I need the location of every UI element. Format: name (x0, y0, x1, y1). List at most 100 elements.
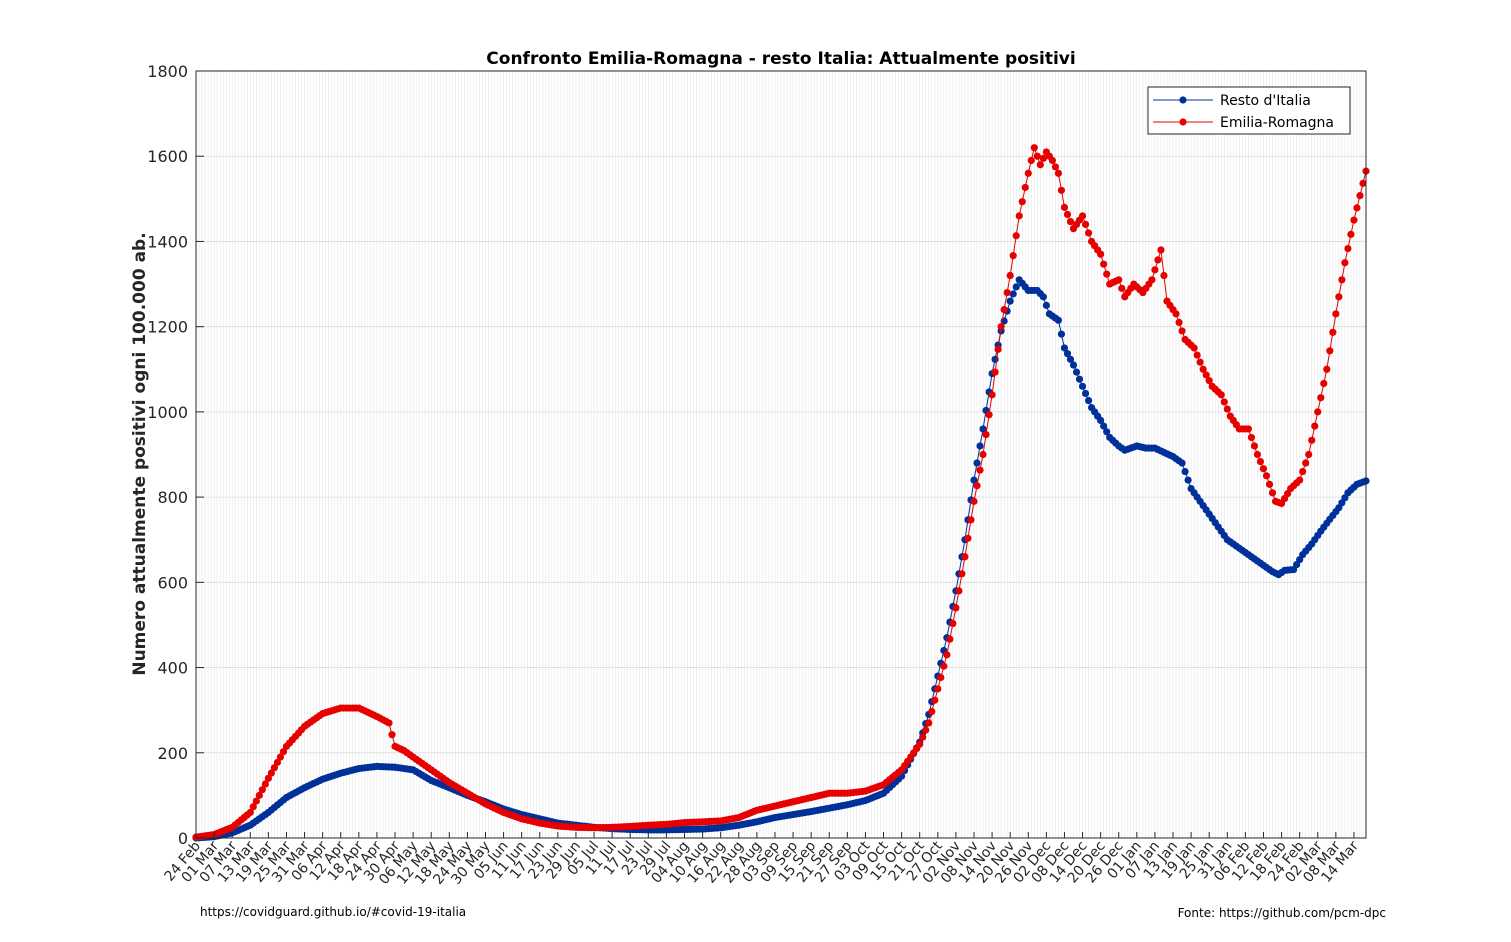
data-point-emilia-romagna (1018, 198, 1026, 206)
data-point-resto-d-italia (976, 442, 984, 450)
data-point-emilia-romagna (1115, 276, 1123, 284)
data-point-emilia-romagna (961, 553, 969, 561)
data-point-resto-d-italia (1060, 344, 1069, 352)
data-point-resto-d-italia (1178, 459, 1186, 467)
data-point-emilia-romagna (1030, 144, 1038, 152)
data-point-emilia-romagna (991, 368, 999, 376)
data-point-resto-d-italia (1081, 389, 1090, 398)
data-point-emilia-romagna (261, 780, 269, 788)
data-point-emilia-romagna (976, 466, 984, 474)
data-point-resto-d-italia (1009, 290, 1017, 298)
data-point-resto-d-italia (970, 476, 978, 484)
data-point-emilia-romagna (1157, 246, 1165, 254)
y-tick-label: 1800 (147, 62, 188, 81)
data-point-emilia-romagna (1317, 394, 1325, 402)
footer-data-source: Fonte: https://github.com/pcm-dpc (1177, 906, 1386, 920)
series-emilia-romagna (192, 144, 1370, 841)
data-point-emilia-romagna (949, 619, 957, 628)
data-point-resto-d-italia (1042, 301, 1050, 309)
data-point-emilia-romagna (258, 786, 266, 794)
data-point-emilia-romagna (1338, 276, 1346, 284)
data-point-emilia-romagna (1036, 161, 1044, 169)
axes-frame (195, 70, 1367, 839)
data-point-emilia-romagna (940, 662, 948, 670)
data-point-emilia-romagna (934, 685, 942, 693)
legend-marker-emilia-romagna (1179, 118, 1187, 126)
data-point-emilia-romagna (1199, 365, 1207, 373)
data-point-emilia-romagna (970, 497, 978, 505)
data-point-emilia-romagna (1332, 310, 1340, 318)
data-point-emilia-romagna (1353, 204, 1361, 212)
data-point-emilia-romagna (385, 719, 393, 727)
data-point-emilia-romagna (1103, 270, 1111, 278)
data-point-emilia-romagna (276, 753, 285, 761)
data-point-emilia-romagna (943, 651, 951, 659)
y-tick-label: 1200 (147, 318, 188, 337)
data-point-emilia-romagna (1344, 244, 1352, 253)
data-point-emilia-romagna (1196, 358, 1204, 366)
data-point-emilia-romagna (937, 673, 945, 682)
data-point-emilia-romagna (1311, 422, 1319, 430)
data-point-emilia-romagna (931, 696, 939, 704)
data-point-emilia-romagna (1193, 351, 1201, 359)
data-point-emilia-romagna (1003, 288, 1011, 297)
data-point-emilia-romagna (1097, 250, 1105, 258)
data-point-emilia-romagna (1217, 391, 1225, 399)
data-point-emilia-romagna (1066, 217, 1075, 226)
data-point-resto-d-italia (1103, 428, 1111, 436)
y-tick-label: 200 (157, 744, 188, 763)
data-point-emilia-romagna (1262, 472, 1271, 480)
y-tick-label: 800 (157, 488, 188, 507)
data-point-emilia-romagna (964, 534, 972, 542)
chart-title: Confronto Emilia-Romagna - resto Italia:… (486, 49, 1075, 69)
data-point-resto-d-italia (1006, 297, 1014, 305)
data-point-emilia-romagna (988, 391, 996, 399)
data-point-resto-d-italia (1072, 368, 1081, 376)
data-point-emilia-romagna (1205, 377, 1213, 385)
data-point-emilia-romagna (1329, 328, 1337, 336)
data-point-resto-d-italia (1012, 283, 1020, 291)
plot-area (192, 70, 1370, 842)
data-point-resto-d-italia (1084, 396, 1093, 405)
legend-label-emilia-romagna: Emilia-Romagna (1220, 115, 1334, 131)
y-tick-label: 0 (178, 829, 188, 848)
data-point-emilia-romagna (1202, 371, 1210, 379)
data-point-emilia-romagna (1175, 318, 1183, 327)
data-point-resto-d-italia (1078, 382, 1087, 390)
data-point-emilia-romagna (1350, 216, 1358, 224)
y-axis-label: Numero attualmente positivi ogni 100.000… (130, 232, 150, 675)
data-point-resto-d-italia (1066, 355, 1075, 363)
data-point-emilia-romagna (1244, 425, 1252, 433)
data-point-emilia-romagna (1356, 192, 1364, 200)
y-tick-label: 1400 (147, 232, 188, 251)
data-point-emilia-romagna (1335, 293, 1343, 301)
y-tick-label: 600 (157, 573, 188, 592)
data-point-emilia-romagna (994, 345, 1002, 353)
data-point-emilia-romagna (982, 431, 990, 439)
data-point-emilia-romagna (1320, 379, 1328, 388)
data-point-resto-d-italia (1181, 467, 1189, 476)
data-point-emilia-romagna (1341, 259, 1349, 267)
data-point-emilia-romagna (1100, 260, 1108, 268)
data-point-emilia-romagna (1265, 480, 1274, 488)
series-layer (192, 144, 1370, 842)
data-point-resto-d-italia (1069, 361, 1078, 369)
data-point-emilia-romagna (1190, 344, 1198, 352)
data-point-emilia-romagna (255, 791, 263, 799)
data-point-emilia-romagna (1006, 271, 1014, 280)
data-point-resto-d-italia (1057, 330, 1066, 338)
data-point-emilia-romagna (1027, 156, 1035, 165)
data-point-resto-d-italia (1039, 293, 1047, 301)
data-point-emilia-romagna (1000, 306, 1008, 314)
data-point-emilia-romagna (270, 764, 278, 772)
data-point-emilia-romagna (1302, 459, 1310, 467)
data-point-emilia-romagna (1154, 256, 1162, 264)
data-point-resto-d-italia (1063, 350, 1072, 358)
legend-label-resto-italia: Resto d'Italia (1220, 93, 1311, 109)
data-point-emilia-romagna (1021, 183, 1029, 192)
data-point-emilia-romagna (1347, 230, 1355, 238)
data-point-emilia-romagna (919, 733, 927, 741)
data-point-emilia-romagna (252, 797, 260, 805)
data-point-emilia-romagna (955, 587, 963, 595)
data-point-resto-d-italia (973, 459, 981, 467)
